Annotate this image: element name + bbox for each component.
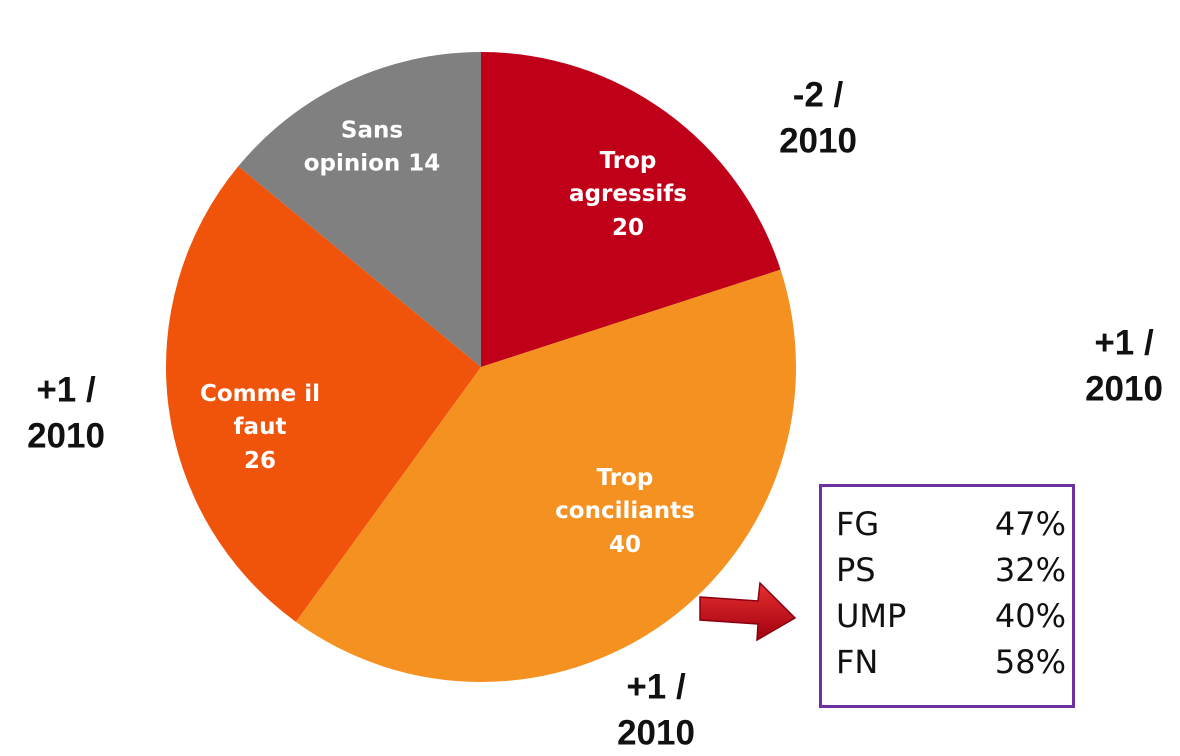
party-percent: 47% (994, 505, 1066, 543)
breakdown-box: FG 47% PS 32% UMP 40% FN 58% (819, 484, 1075, 708)
slice-name: Trop agressifs (569, 147, 687, 208)
party-percent: 40% (994, 597, 1066, 635)
party-name: FG (836, 505, 880, 543)
slice-value: 26 (243, 447, 276, 474)
party-name: UMP (836, 597, 907, 635)
party-name: PS (836, 551, 876, 589)
slice-value: 14 (408, 151, 441, 177)
change-annotation: +1 / 2010 (617, 667, 695, 753)
party-name: FN (836, 643, 879, 681)
slice-label: Trop conciliants 40 (545, 462, 705, 562)
slice-name: Sans opinion (303, 117, 404, 177)
slice-value: 20 (611, 214, 644, 241)
party-percent: 32% (994, 551, 1066, 589)
arrow (699, 581, 797, 642)
pie-slice (481, 52, 781, 367)
party-percent: 58% (994, 643, 1066, 681)
breakdown-row: UMP 40% (836, 593, 1072, 639)
slice-label: Sans opinion 14 (297, 115, 447, 182)
breakdown-row: PS 32% (836, 547, 1072, 593)
slice-name: Comme il faut (200, 380, 320, 441)
slice-label: Comme il faut 26 (193, 378, 328, 478)
slice-label: Trop agressifs 20 (561, 145, 696, 245)
slice-name: Trop conciliants (555, 464, 695, 525)
breakdown-row: FN 58% (836, 639, 1072, 685)
pie-slice (238, 52, 481, 367)
change-annotation: +1 / 2010 (27, 370, 105, 456)
pie-slice (166, 166, 481, 622)
pie-slice (295, 269, 797, 682)
change-annotation: +1 / 2010 (1085, 323, 1163, 409)
breakdown-row: FG 47% (836, 501, 1072, 547)
slice-value: 40 (608, 531, 641, 558)
change-annotation: -2 / 2010 (779, 75, 857, 161)
